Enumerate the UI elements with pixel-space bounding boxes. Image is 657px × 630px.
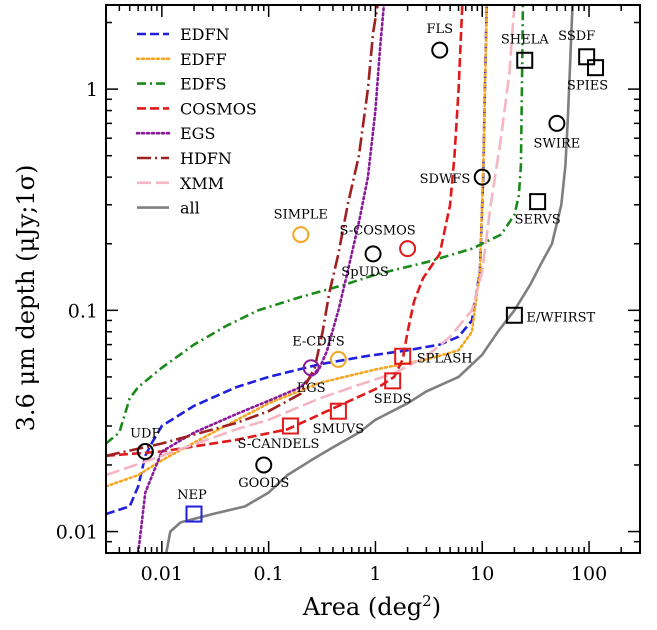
marker-label-egs: EGS <box>297 381 326 396</box>
marker-simple <box>292 226 310 244</box>
x-tick-label: 100 <box>571 563 607 585</box>
legend-label-edfs: EDFS <box>180 75 227 94</box>
marker-e-cdfs <box>329 350 347 368</box>
marker-label-e-wfirst: E/WFIRST <box>526 310 595 325</box>
series-edfs-line <box>106 5 525 445</box>
plot-frame <box>105 4 641 554</box>
marker-label-splash: SPLASH <box>417 351 473 366</box>
series-egs-line <box>136 5 386 553</box>
y-axis-label: 3.6 μm depth (μJy;1σ) <box>12 165 40 432</box>
marker-seds <box>384 372 402 390</box>
legend-label-hdfn: HDFN <box>180 149 232 168</box>
legend: EDFN EDFF EDFS COSMOS EGS HDFN XMM all <box>135 25 257 218</box>
x-axis-label: Area (deg2) <box>302 592 441 621</box>
marker-splash <box>394 347 412 365</box>
marker-label-swire: SWIRE <box>534 136 581 151</box>
marker-label-e-cdfs: E-CDFS <box>292 334 344 349</box>
marker-s-cosmos <box>399 240 417 258</box>
marker-servs <box>529 193 547 211</box>
marker-label-sdwfs: SDWFS <box>420 172 471 187</box>
marker-label-servs: SERVS <box>515 213 561 228</box>
marker-s-candels <box>281 417 299 435</box>
y-tick-label: 0.01 <box>56 522 98 544</box>
marker-label-fls: FLS <box>426 22 453 37</box>
marker-label-spuds: SpUDS <box>341 265 389 280</box>
marker-goods <box>255 456 273 474</box>
marker-label-s-candels: S-CANDELS <box>237 437 319 452</box>
y-tick-label: 1 <box>86 79 98 101</box>
marker-label-ssdf: SSDF <box>558 29 595 44</box>
x-tick-label: 0.1 <box>254 563 284 585</box>
axes-layer: 0.01 0.1 1 10 100 0.01 0.1 1 <box>56 4 641 585</box>
marker-nep <box>185 505 203 523</box>
marker-swire <box>548 114 566 132</box>
marker-label-nep: NEP <box>177 488 207 503</box>
x-tick-label: 10 <box>470 563 494 585</box>
series-xmm-line <box>106 5 516 477</box>
marker-label-udf: UDF <box>130 427 160 442</box>
marker-label-seds: SEDS <box>374 392 412 407</box>
marker-smuvs <box>329 402 347 420</box>
series-cosmos-line <box>106 5 464 458</box>
legend-label-edfn: EDFN <box>180 25 230 44</box>
marker-label-shela: SHELA <box>501 32 549 47</box>
marker-label-spies: SPIES <box>567 79 608 94</box>
legend-label-all: all <box>180 199 200 218</box>
marker-label-simple: SIMPLE <box>274 208 328 223</box>
marker-shela <box>516 51 534 69</box>
marker-label-s-cosmos: S-COSMOS <box>340 224 416 239</box>
series-all-line <box>165 5 574 553</box>
marker-ssdf <box>578 48 596 66</box>
marker-spies <box>587 59 605 77</box>
marker-sdwfs <box>473 168 491 186</box>
legend-label-egs: EGS <box>180 124 215 143</box>
series-layer <box>106 5 574 553</box>
x-tick-label: 0.01 <box>141 563 183 585</box>
marker-label-goods: GOODS <box>238 476 289 491</box>
marker-udf <box>136 443 154 461</box>
series-hdfn-line <box>106 5 379 458</box>
marker-fls <box>431 41 449 59</box>
marker-egs <box>302 359 320 377</box>
marker-e-wfirst <box>505 306 523 324</box>
legend-label-xmm: XMM <box>180 174 224 193</box>
legend-label-edff: EDFF <box>180 50 227 69</box>
marker-label-smuvs: SMUVS <box>313 422 364 437</box>
x-tick-label: 1 <box>369 563 381 585</box>
legend-label-cosmos: COSMOS <box>180 99 257 118</box>
y-tick-label: 0.1 <box>68 300 98 322</box>
marker-spuds <box>364 245 382 263</box>
series-edff-line <box>106 5 488 488</box>
